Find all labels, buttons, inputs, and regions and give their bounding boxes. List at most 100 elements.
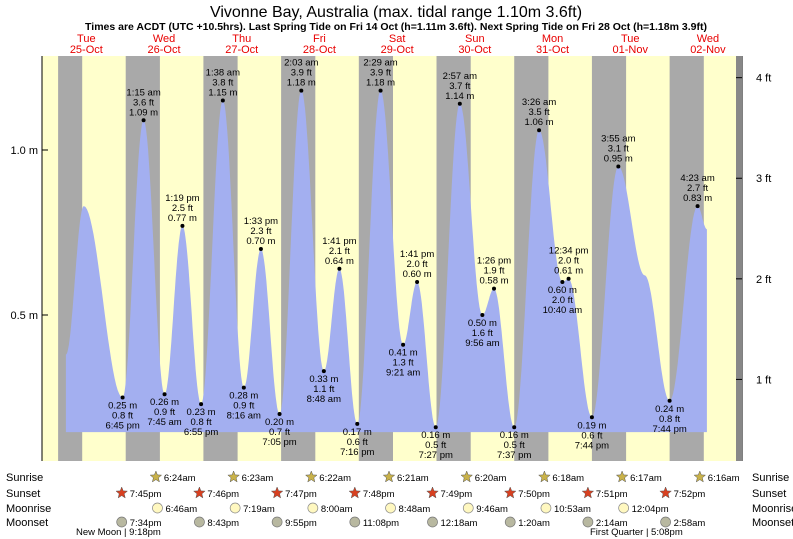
day-date: 02-Nov [690,44,726,56]
tide-label: 2.5 ft [172,203,193,214]
tide-label: 0.5 ft [425,440,446,451]
tide-label: 0.26 m [150,397,179,408]
tide-label: 2.0 ft [407,259,428,270]
sunset-time: 7:46pm [207,489,239,500]
tide-label: 2.3 ft [250,226,271,237]
left-tick-label: 0.5 m [10,310,38,322]
tide-label: 0.50 m [468,318,497,329]
day-date: 25-Oct [70,44,103,56]
tide-label: 1.14 m [445,91,474,102]
tide-label: 0.9 ft [233,401,254,412]
moonset-time: 11:08pm [363,518,399,529]
day-date: 29-Oct [381,44,414,56]
tide-label: 1:19 pm [165,193,199,204]
day-name: Wed [697,33,719,45]
right-tick-label: 1 ft [756,374,771,386]
tide-point [457,101,462,106]
moonrise-icon [540,502,552,514]
left-tick-label: 1.0 m [10,145,38,157]
chart-title: Vivonne Bay, Australia (max. tidal range… [210,4,582,21]
tide-point [512,425,517,430]
tide-label: 0.20 m [265,417,294,428]
moonset-time: 1:20am [518,518,550,529]
right-axis-band [736,56,742,461]
tide-point [537,128,542,133]
tide-label: 1.18 m [366,78,395,89]
day-name: Wed [153,33,175,45]
sunset-time: 7:47pm [285,489,317,500]
tide-point [492,286,497,291]
row-label-left: Moonrise [6,503,51,515]
tide-label: 6:55 pm [184,427,218,438]
tide-label: 0.8 ft [659,414,680,425]
tide-label: 12:34 pm [549,246,589,257]
moonset-icon [271,516,283,528]
moonset-icon [427,516,438,528]
moon-phase-new: New Moon | 9:18pm [76,527,161,538]
moonset-time: 12:18am [441,518,478,529]
day-name: Tue [77,33,96,45]
day-name: Thu [232,33,251,45]
sunrise-time: 6:16am [708,473,740,484]
tide-label: 7:44 pm [575,440,609,451]
chart-subtitle: Times are ACDT (UTC +10.5hrs). Last Spri… [85,21,707,33]
tide-label: 7:37 pm [497,450,531,461]
tide-point [120,395,125,400]
tide-label: 1:33 pm [244,216,278,227]
right-tick-label: 2 ft [756,274,771,286]
sunset-icon [193,486,206,499]
day-name: Mon [542,33,563,45]
tide-label: 1.18 m [287,78,316,89]
tide-label: 0.83 m [683,193,712,204]
moonset-icon [582,516,594,528]
moonset-icon [116,516,128,528]
tide-label: 2.7 ft [687,183,708,194]
day-date: 26-Oct [148,44,181,56]
tide-label: 0.7 ft [269,427,290,438]
tide-label: 2:29 am [363,58,397,69]
day-name: Fri [313,33,326,45]
sunrise-icon [538,470,551,483]
day-headers: Tue25-OctWed26-OctThu27-OctFri28-OctSat2… [70,33,726,56]
sunrise-icon [460,470,474,483]
sunrise-icon [382,470,396,483]
tide-point [378,88,383,93]
tide-label: 1.09 m [129,107,158,118]
tide-label: 0.17 m [343,427,372,438]
tide-label: 0.41 m [389,348,418,359]
sunset-icon [581,486,595,499]
moonset-icon [194,516,205,528]
sunrise-icon [227,470,240,483]
tide-label: 1.3 ft [393,358,414,369]
sunset-time: 7:49pm [441,489,473,500]
tide-label: 3.9 ft [291,68,312,79]
moonset-time: 7:34pm [130,518,162,529]
tide-label: 6:45 pm [105,421,139,432]
sunset-time: 7:48pm [363,489,395,500]
moonset-time: 9:55pm [285,518,317,529]
tide-label: 7:05 pm [262,437,296,448]
tide-label: 0.6 ft [581,430,602,441]
moonrise-time: 7:19am [243,504,275,515]
tide-label: 1:26 pm [477,256,511,267]
tide-point [299,88,304,93]
tide-area [65,90,707,433]
day-date: 28-Oct [303,44,336,56]
tide-point [589,415,594,420]
tide-point [258,247,263,251]
tide-label: 3:26 am [522,97,556,108]
tide-label: 3.8 ft [212,78,233,89]
sunrise-time: 6:23am [242,473,274,484]
tide-label: 1:41 pm [322,236,356,247]
tide-label: 9:56 am [465,338,499,349]
day-date: 31-Oct [536,44,569,56]
tide-point [241,385,246,390]
tide-label: 0.28 m [229,391,258,402]
tide-label: 3.7 ft [449,81,470,92]
